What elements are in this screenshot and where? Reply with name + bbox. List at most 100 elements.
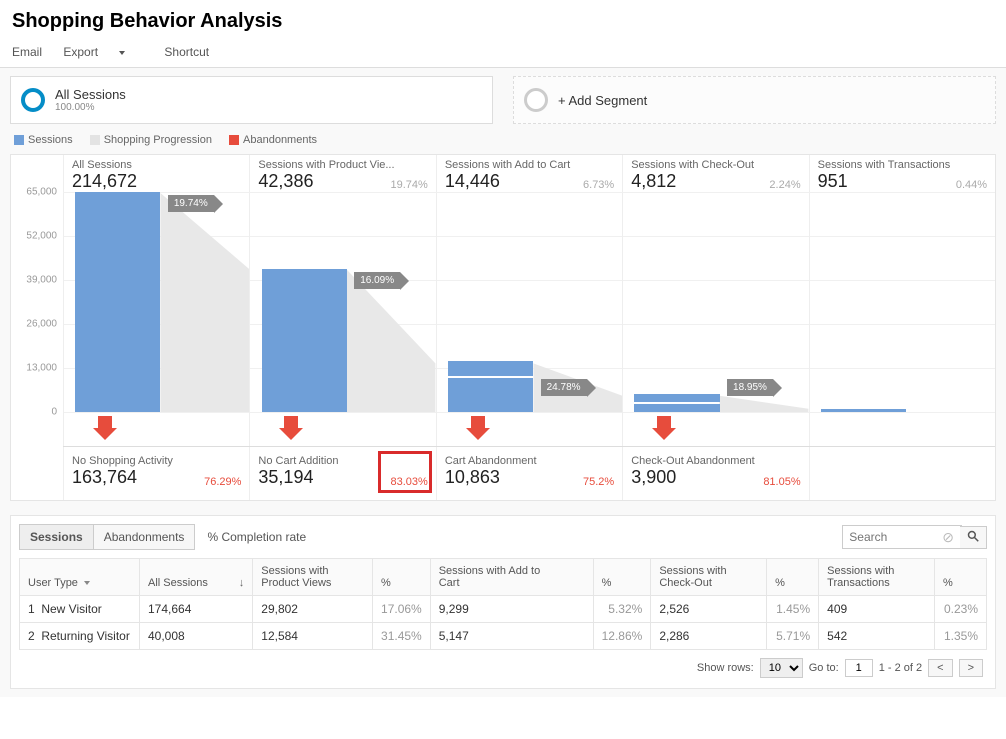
funnel-bar[interactable]: [634, 404, 719, 412]
th-pv-pct[interactable]: %: [373, 559, 431, 596]
pager: Show rows: 10 Go to: 1 - 2 of 2 < >: [19, 650, 987, 680]
funnel-bar[interactable]: [75, 192, 160, 412]
funnel-column: 24.78%: [436, 193, 622, 412]
menu-shortcut[interactable]: Shortcut: [164, 45, 209, 59]
table-row[interactable]: 2 Returning Visitor 40,008 12,584 31.45%…: [20, 623, 987, 650]
abandon-title: Cart Abandonment: [445, 455, 614, 467]
th-co-pct[interactable]: %: [767, 559, 819, 596]
funnel-column: 16.09%: [249, 193, 435, 412]
th-pv[interactable]: Sessions withProduct Views: [253, 559, 373, 596]
cell-cart: 5,147: [430, 623, 593, 650]
segment-sub: 100.00%: [55, 102, 126, 113]
y-tick: 13,000: [26, 363, 57, 374]
pager-show-rows-label: Show rows:: [697, 662, 754, 674]
funnel-column: 19.74%: [63, 193, 249, 412]
stage-pct: 0.44%: [956, 179, 987, 191]
menu-email[interactable]: Email: [12, 45, 42, 59]
cell-co-pct: 1.45%: [767, 596, 819, 623]
stage-title: Sessions with Check-Out: [631, 159, 800, 171]
stage-pct: 6.73%: [583, 179, 614, 191]
data-table-section: Sessions Abandonments % Completion rate …: [10, 515, 996, 689]
stage-pct: 2.24%: [769, 179, 800, 191]
segment-all-sessions[interactable]: All Sessions 100.00%: [10, 76, 493, 124]
abandon-cell[interactable]: Cart Abandonment 10,863 75.2%: [436, 447, 622, 500]
stage-title: All Sessions: [72, 159, 241, 171]
abandon-cell[interactable]: No Cart Addition 35,194 83.03%: [249, 447, 435, 500]
abandon-cell[interactable]: [809, 447, 995, 500]
swatch-abandon: [229, 135, 239, 145]
stage-title: Sessions with Transactions: [818, 159, 987, 171]
tab-completion-rate[interactable]: % Completion rate: [207, 530, 306, 544]
tab-abandonments[interactable]: Abandonments: [94, 524, 196, 550]
th-user-type[interactable]: User Type: [20, 559, 140, 596]
search-button[interactable]: [960, 526, 987, 549]
add-segment-label: + Add Segment: [558, 93, 647, 108]
stage-pct: 19.74%: [391, 179, 428, 191]
cell-co: 2,526: [651, 596, 767, 623]
y-tick: 0: [51, 407, 57, 418]
cell-pv: 12,584: [253, 623, 373, 650]
cell-tx: 409: [819, 596, 935, 623]
funnel-stage-header[interactable]: Sessions with Add to Cart 14,446 6.73%: [436, 155, 622, 192]
stage-title: Sessions with Product Vie...: [258, 159, 427, 171]
funnel-column: 18.95%: [622, 193, 808, 412]
cell-pv-pct: 31.45%: [373, 623, 431, 650]
progression-tag: 16.09%: [354, 272, 400, 289]
menu-export[interactable]: Export: [63, 45, 143, 59]
progression-tag: 19.74%: [168, 195, 214, 212]
pager-range: 1 - 2 of 2: [879, 662, 922, 674]
y-tick: 65,000: [26, 187, 57, 198]
swatch-progression: [90, 135, 100, 145]
funnel-column: [809, 193, 995, 412]
abandon-cell[interactable]: Check-Out Abandonment 3,900 81.05%: [622, 447, 808, 500]
y-tick: 52,000: [26, 231, 57, 242]
th-all-sessions[interactable]: All Sessions↓: [140, 559, 253, 596]
pager-next[interactable]: >: [959, 659, 983, 677]
search-icon: [967, 530, 979, 542]
abandon-cell[interactable]: No Shopping Activity 163,764 76.29%: [63, 447, 249, 500]
tab-sessions[interactable]: Sessions: [19, 524, 94, 550]
segment-title: All Sessions: [55, 87, 126, 102]
th-cart-pct[interactable]: %: [593, 559, 651, 596]
clear-icon[interactable]: ⊘: [942, 529, 954, 546]
funnel-bar[interactable]: [262, 269, 347, 412]
funnel-stage-header[interactable]: All Sessions 214,672: [63, 155, 249, 192]
segment-circle-icon: [524, 88, 548, 112]
funnel-bar-secondary[interactable]: [448, 361, 533, 376]
segment-circle-icon: [21, 88, 45, 112]
data-table: User Type All Sessions↓ Sessions withPro…: [19, 558, 987, 650]
cell-tx-pct: 0.23%: [935, 596, 987, 623]
pager-goto-input[interactable]: [845, 659, 873, 677]
cell-pv-pct: 17.06%: [373, 596, 431, 623]
funnel-bar[interactable]: [448, 378, 533, 412]
abandon-title: Check-Out Abandonment: [631, 455, 800, 467]
th-tx[interactable]: Sessions withTransactions: [819, 559, 935, 596]
cell-cart-pct: 5.32%: [593, 596, 651, 623]
pager-rows-select[interactable]: 10: [760, 658, 803, 678]
funnel-stage-header[interactable]: Sessions with Transactions 951 0.44%: [809, 155, 995, 192]
pager-goto-label: Go to:: [809, 662, 839, 674]
th-co[interactable]: Sessions withCheck-Out: [651, 559, 767, 596]
cell-tx: 542: [819, 623, 935, 650]
table-row[interactable]: 1 New Visitor 174,664 29,802 17.06% 9,29…: [20, 596, 987, 623]
abandon-pct: 81.05%: [763, 476, 800, 488]
cell-co: 2,286: [651, 623, 767, 650]
th-cart[interactable]: Sessions with Add toCart: [430, 559, 593, 596]
cell-user-type: 2 Returning Visitor: [20, 623, 140, 650]
pager-prev[interactable]: <: [928, 659, 952, 677]
page-title: Shopping Behavior Analysis: [12, 10, 994, 33]
chart-legend: Sessions Shopping Progression Abandonmen…: [10, 134, 996, 146]
funnel-bar-secondary[interactable]: [634, 394, 719, 402]
chevron-down-icon: [84, 581, 90, 585]
th-tx-pct[interactable]: %: [935, 559, 987, 596]
funnel-stage-header[interactable]: Sessions with Product Vie... 42,386 19.7…: [249, 155, 435, 192]
stage-value: 214,672: [72, 171, 241, 192]
funnel-stage-header[interactable]: Sessions with Check-Out 4,812 2.24%: [622, 155, 808, 192]
cell-all: 40,008: [140, 623, 253, 650]
abandon-pct: 76.29%: [204, 476, 241, 488]
sort-icon: ↓: [239, 577, 245, 589]
menu-bar: Email Export Shortcut: [0, 39, 1006, 68]
progression-tag: 18.95%: [727, 379, 773, 396]
add-segment[interactable]: + Add Segment: [513, 76, 996, 124]
cell-pv: 29,802: [253, 596, 373, 623]
